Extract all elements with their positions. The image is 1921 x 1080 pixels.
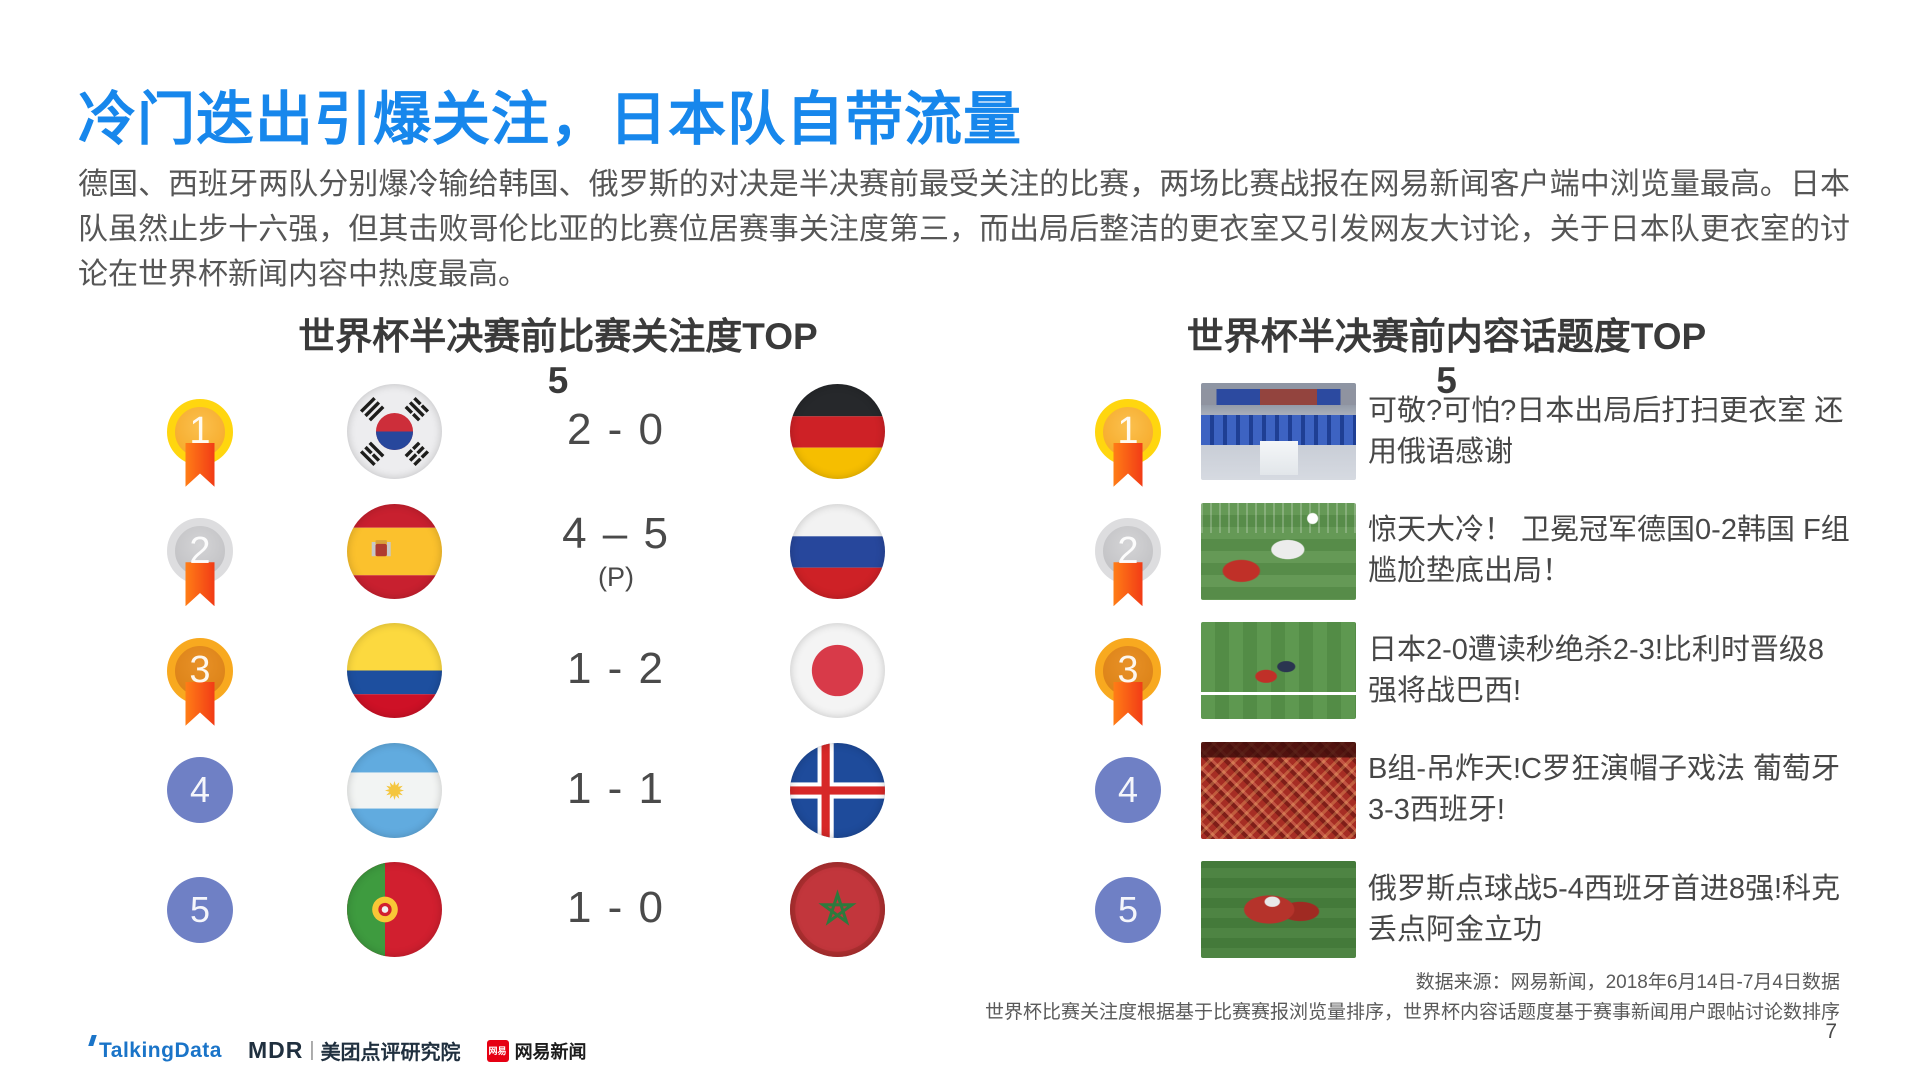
news-headline: 惊天大冷！ 卫冕冠军德国0-2韩国 F组尴尬垫底出局！ — [1368, 514, 1850, 588]
rank-medal: 1 — [1095, 398, 1161, 465]
flag-south-korea-icon — [346, 384, 442, 480]
rank-medal: 2 — [1095, 518, 1161, 585]
news-thumbnail — [1200, 383, 1356, 481]
flag-iceland-icon — [789, 742, 885, 838]
netease-news-logo: 网易 网易新闻 — [486, 1038, 587, 1064]
flag-russia-icon — [789, 503, 885, 599]
rank-medal: 4 — [1095, 757, 1161, 824]
match-row: 3 1 - 2 — [140, 611, 970, 731]
match-ranking-title: 世界杯半决赛前比赛关注度TOP 5 — [298, 316, 818, 401]
rank-medal: 5 — [1095, 876, 1161, 943]
rank-medal: 1 — [167, 398, 233, 465]
news-thumbnail — [1200, 861, 1356, 959]
flag-spain-icon — [346, 503, 442, 599]
logo-divider: | — [309, 1039, 315, 1061]
rank-number: 3 — [1117, 649, 1139, 692]
content-ranking-title: 世界杯半决赛前内容话题度TOP 5 — [1186, 316, 1707, 401]
rank-medal: 4 — [167, 757, 233, 824]
rank-number: 4 — [1117, 769, 1139, 811]
rank-number: 1 — [1117, 410, 1139, 453]
score-cell: 2 - 0 — [567, 405, 665, 458]
score-cell: 1 - 2 — [567, 644, 665, 697]
meituan-dianping-research-logo: MDR | 美团点评研究院 — [248, 1036, 461, 1065]
news-row: 5 俄罗斯点球战5-4西班牙首进8强!科克丢点阿金立功 — [1068, 850, 1868, 970]
news-headline: 俄罗斯点球战5-4西班牙首进8强!科克丢点阿金立功 — [1368, 872, 1841, 946]
rank-medal: 3 — [167, 637, 233, 704]
flag-japan-icon — [789, 623, 885, 719]
flag-germany-icon — [789, 384, 885, 480]
mdr-chinese-text: 美团点评研究院 — [320, 1042, 461, 1064]
talkingdata-tick-icon — [88, 1034, 97, 1046]
news-thumbnail — [1200, 741, 1356, 839]
netease-badge-icon: 网易 — [486, 1039, 509, 1062]
rank-medal: 2 — [167, 518, 233, 585]
rank-number: 2 — [1117, 529, 1139, 572]
page-title: 冷门迭出引爆关注，日本队自带流量 — [78, 87, 1023, 152]
news-thumbnail — [1200, 502, 1356, 600]
rank-number: 5 — [1117, 888, 1139, 930]
match-row: 5 1 - 0 — [140, 850, 970, 970]
talkingdata-logo-text: TalkingData — [99, 1038, 222, 1062]
netease-logo-text: 网易新闻 — [514, 1041, 587, 1062]
rank-medal: 3 — [1095, 637, 1161, 704]
match-score: 4 – 5 — [562, 509, 670, 559]
data-source-note: 数据来源：网易新闻，2018年6月14日-7月4日数据 世界杯比赛关注度根据基于… — [985, 968, 1840, 1028]
news-headline: 日本2-0遭读秒绝杀2-3!比利时晋级8强将战巴西! — [1368, 633, 1825, 707]
match-score: 1 - 0 — [566, 883, 666, 933]
mdr-logo-text: MDR — [247, 1037, 304, 1063]
content-ranking-list: 1 可敬?可怕?日本出局后打扫更衣室 还用俄语感谢 2 惊天大冷！ 卫冕冠军德国… — [1068, 372, 1868, 970]
rank-number: 2 — [189, 529, 211, 572]
match-row: 1 2 - 0 — [140, 372, 970, 492]
match-score: 2 - 0 — [566, 405, 666, 455]
footer-logos: TalkingData MDR | 美团点评研究院 网易 网易新闻 — [88, 1034, 587, 1065]
flag-colombia-icon — [346, 623, 442, 719]
penalty-note: (P) — [598, 562, 634, 593]
news-headline: 可敬?可怕?日本出局后打扫更衣室 还用俄语感谢 — [1368, 394, 1844, 468]
score-cell: 1 - 1 — [567, 764, 665, 817]
news-row: 1 可敬?可怕?日本出局后打扫更衣室 还用俄语感谢 — [1068, 372, 1868, 492]
score-cell: 1 - 0 — [567, 883, 665, 936]
data-source-line1: 数据来源：网易新闻，2018年6月14日-7月4日数据 — [1415, 972, 1840, 993]
flag-morocco-icon — [789, 862, 885, 958]
flag-argentina-icon — [346, 742, 442, 838]
news-thumbnail — [1200, 622, 1356, 720]
rank-medal: 5 — [167, 876, 233, 943]
match-row: 4 1 - 1 — [140, 731, 970, 851]
page-number: 7 — [1825, 1020, 1837, 1043]
rank-number: 5 — [189, 888, 211, 930]
rank-number: 1 — [189, 410, 211, 453]
news-row: 2 惊天大冷！ 卫冕冠军德国0-2韩国 F组尴尬垫底出局！ — [1068, 492, 1868, 612]
match-row: 2 4 – 5 (P) — [140, 492, 970, 612]
score-cell: 4 – 5 (P) — [562, 509, 670, 593]
match-ranking-list: 1 2 - 0 — [140, 372, 970, 970]
rank-number: 3 — [189, 649, 211, 692]
news-headline: B组-吊炸天!C罗狂演帽子戏法 葡萄牙3-3西班牙! — [1368, 753, 1841, 827]
data-source-line2: 世界杯比赛关注度根据基于比赛赛报浏览量排序，世界杯内容话题度基于赛事新闻用户跟帖… — [984, 1002, 1840, 1023]
talkingdata-logo: TalkingData — [88, 1034, 222, 1063]
match-score: 1 - 2 — [566, 644, 666, 694]
summary-paragraph: 德国、西班牙两队分别爆冷输给韩国、俄罗斯的对决是半决赛前最受关注的比赛，两场比赛… — [78, 168, 1850, 291]
rank-number: 4 — [189, 769, 211, 811]
match-score: 1 - 1 — [566, 763, 666, 813]
news-row: 4 B组-吊炸天!C罗狂演帽子戏法 葡萄牙3-3西班牙! — [1068, 731, 1868, 851]
flag-portugal-icon — [346, 862, 442, 958]
news-row: 3 日本2-0遭读秒绝杀2-3!比利时晋级8强将战巴西! — [1068, 611, 1868, 731]
